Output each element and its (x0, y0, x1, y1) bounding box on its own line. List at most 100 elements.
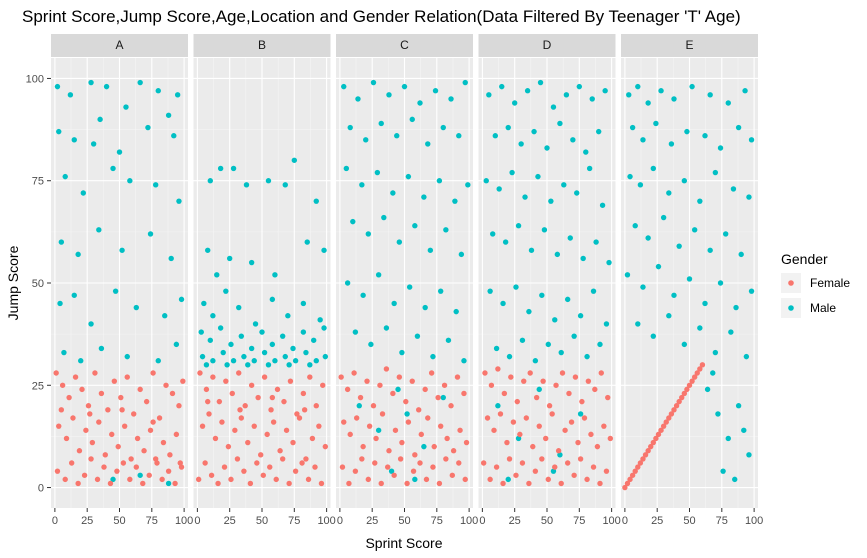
data-point-female (526, 480, 532, 487)
data-point-male (635, 83, 641, 90)
data-point-male (228, 341, 234, 348)
data-point-male (310, 337, 317, 343)
data-point-male (230, 165, 237, 172)
data-point-male (307, 362, 313, 368)
data-point-female (417, 460, 423, 466)
data-point-male (265, 178, 272, 184)
data-point-male (241, 353, 247, 360)
data-point-male (269, 341, 276, 348)
data-point-male (537, 79, 544, 86)
data-point-male (483, 178, 489, 184)
data-point-female (351, 370, 357, 376)
data-point-male (554, 251, 561, 258)
data-point-female (428, 370, 435, 376)
data-point-female (178, 464, 185, 470)
data-point-male (640, 284, 646, 290)
data-point-male (715, 411, 721, 417)
data-point-male (550, 104, 557, 110)
data-point-male (75, 251, 81, 258)
data-point-female (301, 407, 308, 413)
data-point-female (378, 480, 384, 487)
data-point-male (741, 427, 747, 433)
data-point-female (150, 419, 156, 425)
data-point-female (245, 439, 251, 446)
x-tick-label: 50 (398, 515, 410, 527)
data-point-male (668, 141, 675, 147)
data-point-female (296, 415, 303, 421)
data-point-male (684, 128, 690, 135)
data-point-female (173, 431, 180, 438)
data-point-female (436, 480, 443, 487)
x-tick-label: 0 (337, 515, 343, 527)
data-point-male (248, 345, 255, 352)
data-point-female (54, 468, 61, 474)
data-point-male (632, 223, 638, 229)
data-point-female (383, 366, 390, 372)
data-point-female (133, 464, 140, 470)
data-point-male (650, 165, 657, 172)
y-tick-label: 0 (38, 483, 44, 495)
data-point-male (110, 165, 116, 172)
data-point-female (219, 419, 225, 425)
data-point-female (399, 439, 405, 446)
data-point-male (697, 198, 703, 204)
data-point-male (552, 317, 558, 323)
data-point-female (212, 435, 219, 442)
data-point-female (487, 476, 493, 483)
data-point-female (650, 439, 657, 446)
data-point-female (579, 398, 585, 405)
data-point-female (691, 374, 698, 380)
data-point-male (119, 247, 125, 253)
data-point-female (172, 480, 178, 487)
data-point-male (448, 96, 454, 102)
data-point-female (137, 386, 143, 393)
data-point-female (663, 419, 669, 425)
data-point-female (365, 476, 372, 483)
y-axis: 0 25 50 75 100 (26, 73, 51, 495)
data-point-male (265, 362, 272, 368)
data-point-male (355, 96, 361, 102)
facet-strip (51, 34, 188, 57)
data-point-female (603, 468, 610, 474)
data-point-female (234, 456, 241, 462)
data-point-female (572, 374, 579, 380)
data-point-female (154, 460, 160, 466)
data-point-female (75, 480, 81, 487)
data-point-female (521, 378, 527, 384)
data-point-female (141, 448, 147, 454)
data-point-male (272, 272, 278, 278)
data-point-female (255, 394, 261, 401)
data-point-male (645, 235, 651, 241)
data-point-male (178, 296, 185, 303)
data-point-female (584, 476, 590, 483)
data-point-male (505, 476, 511, 483)
data-point-male (248, 259, 255, 266)
data-point-male (395, 386, 401, 393)
data-point-female (409, 378, 415, 384)
data-point-male (282, 353, 288, 360)
data-point-male (365, 231, 372, 237)
data-point-female (632, 468, 638, 474)
data-point-female (648, 443, 654, 450)
data-point-female (555, 448, 562, 454)
x-tick-label: 25 (509, 515, 521, 527)
data-point-male (404, 411, 410, 417)
data-point-female (180, 378, 186, 384)
facet-panel-b: B (193, 34, 331, 508)
data-point-female (156, 415, 163, 421)
data-point-male (251, 358, 257, 364)
data-point-male (313, 358, 319, 364)
data-point-female (456, 460, 462, 466)
data-point-female (377, 382, 383, 388)
data-point-female (546, 403, 553, 409)
data-point-female (56, 423, 62, 429)
data-point-female (564, 460, 571, 466)
data-point-male (531, 128, 537, 135)
data-point-female (513, 472, 519, 478)
data-point-male (541, 227, 548, 233)
data-point-male (436, 178, 443, 184)
data-point-male (660, 214, 667, 221)
data-point-female (237, 407, 243, 413)
facet-strip-label: E (685, 38, 693, 52)
data-point-male (725, 100, 731, 106)
